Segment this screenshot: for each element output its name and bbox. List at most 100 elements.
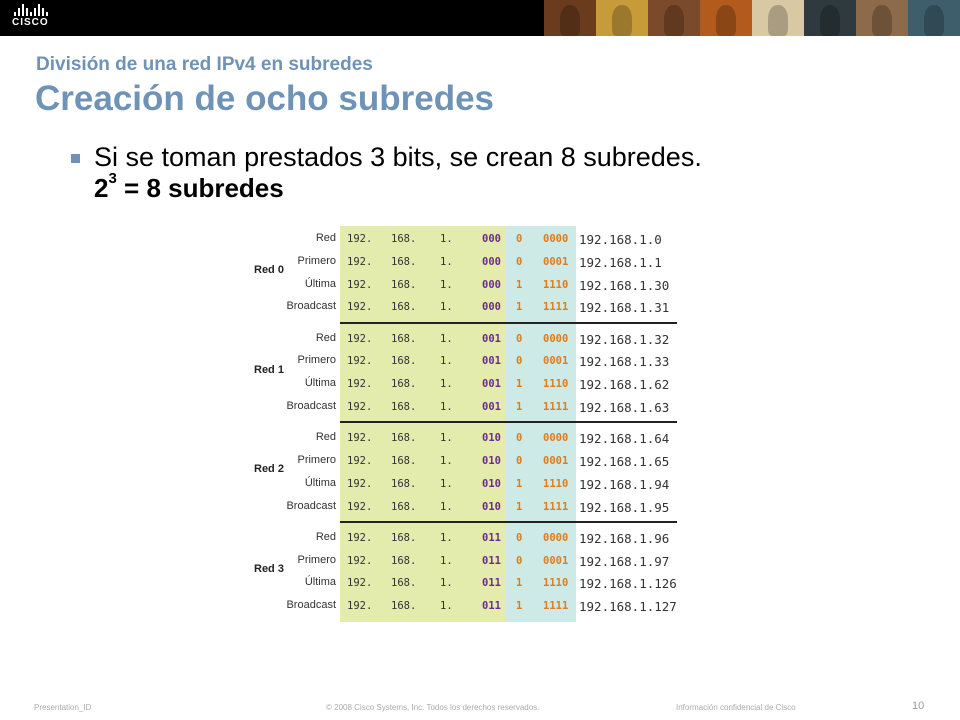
host-bits: 0001 — [543, 554, 569, 567]
octet-3: 1. — [440, 378, 453, 391]
host-first-bit: 1 — [516, 477, 523, 490]
octet-1: 192. — [347, 332, 373, 345]
header-photo — [804, 0, 856, 36]
bullet-formula: 23 = 8 subredes — [94, 171, 284, 204]
octet-2: 168. — [391, 554, 417, 567]
octet-2: 168. — [391, 378, 417, 391]
row-label: Broadcast — [286, 300, 336, 313]
row-label: Última — [304, 377, 336, 390]
host-first-bit: 0 — [516, 531, 523, 544]
borrowed-bits: 010 — [482, 432, 501, 445]
slide-title: Creación de ocho subredes — [35, 79, 495, 118]
ip-address: 192.168.1.63 — [579, 400, 670, 415]
host-first-bit: 1 — [516, 378, 523, 391]
octet-2: 168. — [391, 500, 417, 513]
header-photo — [908, 0, 960, 36]
subnet-group-label: Red 0 — [254, 264, 284, 277]
slide-subtitle: División de una red IPv4 en subredes — [36, 54, 373, 75]
octet-1: 192. — [347, 301, 373, 314]
octet-3: 1. — [440, 233, 453, 245]
octet-3: 1. — [440, 401, 453, 413]
ip-address: 192.168.1.33 — [579, 354, 670, 370]
formula-base: 2 — [94, 173, 109, 203]
host-bits: 1111 — [543, 301, 569, 314]
table-host-bits-background — [506, 226, 576, 622]
borrowed-bits: 000 — [482, 301, 501, 314]
host-bits: 1111 — [543, 401, 569, 413]
borrowed-bits: 000 — [482, 255, 501, 268]
row-label: Última — [304, 576, 336, 589]
header-photo — [596, 0, 648, 36]
ip-address: 192.168.1.94 — [579, 476, 670, 492]
host-bits: 0000 — [543, 432, 569, 445]
ip-address: 192.168.1.30 — [579, 277, 670, 293]
borrowed-bits: 000 — [482, 233, 501, 245]
octet-3: 1. — [440, 500, 453, 513]
host-first-bit: 0 — [516, 355, 523, 368]
octet-3: 1. — [440, 577, 453, 590]
borrowed-bits: 001 — [482, 401, 501, 413]
group-separator — [340, 421, 677, 424]
page-number: 10 — [912, 700, 925, 712]
formula-rest: = 8 subredes — [116, 173, 284, 203]
header-photo — [856, 0, 908, 36]
ip-address: 192.168.1.1 — [579, 254, 662, 270]
host-first-bit: 0 — [516, 233, 523, 245]
ip-address: 192.168.1.97 — [579, 553, 670, 569]
row-label: Última — [304, 277, 336, 290]
octet-1: 192. — [347, 233, 373, 245]
borrowed-bits: 011 — [482, 531, 501, 544]
row-label: Primero — [297, 553, 336, 566]
host-first-bit: 0 — [516, 432, 523, 445]
ip-address: 192.168.1.96 — [579, 530, 670, 546]
row-label: Red — [315, 232, 336, 244]
octet-3: 1. — [440, 301, 453, 314]
octet-3: 1. — [440, 432, 453, 445]
borrowed-bits: 011 — [482, 600, 501, 613]
ip-address: 192.168.1.127 — [579, 599, 677, 615]
octet-1: 192. — [347, 531, 373, 544]
subnet-group-label: Red 2 — [254, 463, 284, 476]
host-first-bit: 1 — [516, 577, 523, 590]
ip-address: 192.168.1.31 — [579, 300, 670, 316]
row-label: Primero — [297, 354, 336, 367]
octet-2: 168. — [391, 301, 417, 314]
octet-1: 192. — [347, 455, 373, 467]
row-label: Broadcast — [286, 599, 336, 612]
host-first-bit: 1 — [516, 301, 523, 314]
footer-confidential: Información confidencial de Cisco — [676, 703, 796, 712]
borrowed-bits: 001 — [482, 378, 501, 391]
ip-address: 192.168.1.62 — [579, 377, 670, 393]
row-label: Última — [304, 476, 336, 489]
host-first-bit: 0 — [516, 455, 523, 467]
octet-2: 168. — [391, 600, 417, 613]
ip-address: 192.168.1.95 — [579, 499, 670, 515]
octet-1: 192. — [347, 554, 373, 567]
octet-3: 1. — [440, 531, 453, 544]
host-bits: 1111 — [543, 600, 569, 613]
borrowed-bits: 010 — [482, 455, 501, 467]
octet-2: 168. — [391, 278, 417, 291]
bullet-text: Si se toman prestados 3 bits, se crean 8… — [94, 142, 702, 172]
group-separator — [340, 321, 677, 324]
host-first-bit: 1 — [516, 500, 523, 513]
octet-2: 168. — [391, 355, 417, 368]
ip-address: 192.168.1.65 — [579, 454, 670, 469]
host-bits: 1110 — [543, 577, 569, 590]
octet-1: 192. — [347, 577, 373, 590]
row-label: Primero — [297, 454, 336, 466]
header-photo — [648, 0, 700, 36]
octet-2: 168. — [391, 255, 417, 268]
row-label: Red — [315, 431, 336, 444]
borrowed-bits: 010 — [482, 477, 501, 490]
row-label: Red — [315, 530, 336, 543]
row-label: Broadcast — [286, 400, 336, 412]
borrowed-bits: 011 — [482, 554, 501, 567]
octet-2: 168. — [391, 401, 417, 413]
octet-3: 1. — [440, 355, 453, 368]
borrowed-bits: 010 — [482, 500, 501, 513]
octet-3: 1. — [440, 278, 453, 291]
host-bits: 1110 — [543, 278, 569, 291]
table-network-bits-background — [340, 226, 506, 622]
borrowed-bits: 001 — [482, 355, 501, 368]
